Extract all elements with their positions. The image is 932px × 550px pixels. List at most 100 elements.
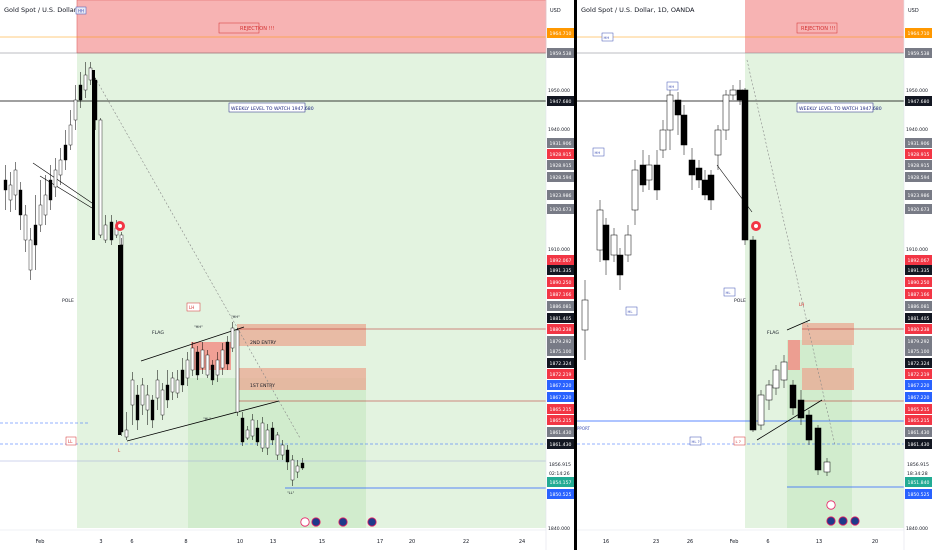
candle: [43, 194, 48, 216]
candle: [88, 67, 93, 81]
price-tag-label: 1891.335: [550, 268, 572, 274]
hh-top-box: [75, 6, 87, 15]
price-tag: [547, 28, 574, 38]
price-tag-label: 1931.906: [550, 141, 572, 147]
price-tag-label: 1890.250: [908, 280, 930, 286]
economic-event-icon[interactable]: [826, 516, 836, 526]
price-tag: [547, 204, 574, 214]
price-tag: [905, 369, 932, 379]
hl-flag-label: "HL": [203, 417, 211, 421]
economic-event-icon[interactable]: [300, 517, 310, 527]
candle: [109, 221, 114, 241]
price-tag-label: 18:34:28: [907, 471, 928, 477]
candle: [789, 384, 797, 409]
price-tag: [547, 265, 574, 275]
pole-label: POLE: [734, 298, 746, 304]
economic-event-icon[interactable]: [338, 517, 348, 527]
price-tag-label: 1886.081: [550, 304, 572, 310]
price-tag: [547, 380, 574, 390]
candle: [185, 359, 190, 379]
price-tag: [547, 149, 574, 159]
location-pin-icon-center: [754, 224, 758, 228]
candle: [688, 159, 696, 176]
support-label: PPORT: [577, 426, 590, 431]
currency-label: USD: [550, 8, 561, 14]
economic-event-icon[interactable]: [838, 516, 848, 526]
price-tag-label: 1931.906: [908, 141, 930, 147]
economic-event-icon[interactable]: [826, 500, 836, 510]
economic-event-icon[interactable]: [311, 517, 321, 527]
price-tag-label: 1928.915: [908, 163, 930, 169]
currency-label: USD: [908, 8, 919, 14]
flag-rejection-zone: [788, 340, 800, 370]
diagonal-dotted-line: [746, 59, 836, 446]
x-axis-label: 13: [816, 539, 822, 545]
entry1-label: 1ST ENTRY: [250, 383, 275, 389]
candle: [98, 119, 103, 236]
left-chart-pane[interactable]: Gold Spot / U.S. Dollar, 4h, OANDA REJEC…: [0, 0, 574, 550]
hh3-box: [666, 81, 679, 91]
price-tag: [547, 313, 574, 323]
price-tag-label: 1964.710: [908, 31, 930, 37]
candle: [814, 427, 822, 471]
economic-event-icon[interactable]: [367, 517, 377, 527]
candle: [624, 234, 632, 256]
rejection-label: REJECTION !!!: [801, 26, 836, 32]
candle: [150, 399, 155, 421]
price-tag: [547, 489, 574, 499]
candle: [200, 349, 205, 369]
candle: [780, 361, 788, 381]
right-chart-pane[interactable]: Gold Spot / U.S. Dollar, 1D, OANDA REJEC…: [577, 0, 932, 550]
hl3-label: HL ?: [692, 439, 700, 444]
price-tag: [905, 392, 932, 402]
candle: [160, 389, 165, 416]
hh2-label: HH: [595, 150, 601, 155]
price-tag-label: 1867.220: [550, 395, 572, 401]
candle: [155, 379, 160, 399]
x-axis-label: 26: [687, 539, 693, 545]
price-tag-label: 1865.215: [908, 418, 930, 424]
hl3-box: [689, 436, 702, 446]
price-tag-label: 1892.067: [550, 258, 572, 264]
economic-event-icon[interactable]: [850, 516, 860, 526]
left-chart-title: Gold Spot / U.S. Dollar, 4h, OANDA: [4, 6, 117, 14]
price-tag: [905, 439, 932, 449]
price-tag: [905, 149, 932, 159]
candle: [28, 239, 33, 271]
price-tag: [905, 48, 932, 58]
price-tag-label: 1928.915: [550, 152, 572, 158]
candle: [265, 429, 270, 449]
x-axis-label: 23: [653, 539, 659, 545]
price-tag-label: 1887.166: [908, 292, 930, 298]
entry-zone-2: [237, 324, 366, 346]
price-tag-label: 1886.081: [908, 304, 930, 310]
candle: [250, 419, 255, 437]
candle: [653, 164, 661, 191]
price-tag: [547, 404, 574, 414]
price-tag-label: 1856.915: [907, 462, 929, 468]
pole-label: POLE: [62, 298, 74, 304]
right-chart-canvas[interactable]: REJECTION !!! WEEKLY LEVEL TO WATCH 1947.…: [577, 0, 932, 550]
price-tag-label: 1865.215: [550, 418, 572, 424]
entry-zone-2: [802, 323, 854, 345]
candle: [235, 329, 240, 413]
right-chart-title: Gold Spot / U.S. Dollar, 1D, OANDA: [581, 6, 695, 14]
pane-divider[interactable]: [574, 0, 577, 550]
candle: [140, 384, 145, 406]
candle: [300, 462, 305, 469]
lh-box: [186, 302, 201, 312]
ll-box-label: LL: [68, 439, 73, 444]
price-tag-label: 1879.292: [550, 339, 572, 345]
price-tag-label: 1964.710: [550, 31, 572, 37]
weekly-level-label: WEEKLY LEVEL TO WATCH 1947.680: [231, 106, 314, 112]
candle: [230, 327, 235, 349]
price-tag-label: 1923.986: [550, 193, 572, 199]
left-chart-canvas[interactable]: REJECTION !!! HH WEEKLY LEVEL TO WATCH 194…: [0, 0, 574, 550]
candle: [749, 239, 757, 431]
y-axis-label: 1940.000: [548, 127, 570, 133]
candle: [165, 384, 170, 401]
candle: [18, 189, 23, 216]
hl1-label: HL: [628, 309, 634, 314]
price-tag-label: 1928.915: [550, 163, 572, 169]
rejection-zone: [77, 0, 546, 53]
